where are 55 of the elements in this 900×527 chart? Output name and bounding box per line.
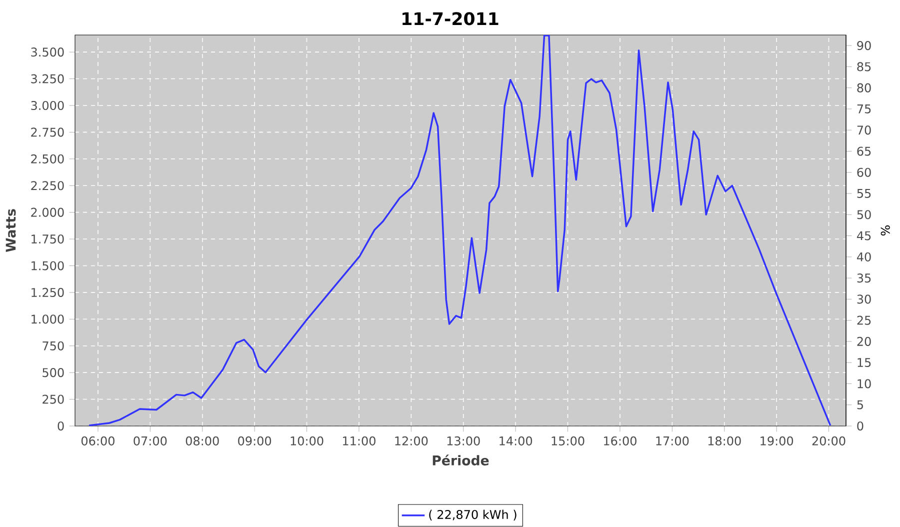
y2-tick-label: 75: [857, 104, 871, 114]
x-tick-label: 09:00: [238, 436, 272, 446]
y2-tick-label: 10: [858, 379, 871, 388]
x-tick-label: 12:00: [395, 436, 428, 446]
x-tick-label: 08:00: [186, 436, 219, 446]
y-tick-label: 0: [58, 422, 64, 431]
x-tick-label: 13:00: [447, 436, 480, 446]
y-tick-label: 2.500: [31, 154, 64, 164]
y2-tick-label: 5: [857, 400, 863, 410]
y2-tick-label: 25: [857, 316, 871, 326]
y2-tick-label: 65: [857, 146, 871, 156]
y2-tick-label: 50: [857, 210, 871, 220]
y-tick-label: 3.250: [31, 74, 64, 84]
y-tick-label: 3.000: [31, 101, 64, 110]
x-axis-title: Période: [432, 454, 489, 466]
y2-tick-label: 80: [857, 84, 871, 93]
y2-tick-label: 85: [857, 62, 871, 72]
y2-tick-label: 55: [857, 189, 871, 198]
y-tick-label: 1.000: [32, 314, 64, 324]
y2-tick-label: 70: [857, 126, 871, 135]
y-axis-title: Watts: [6, 209, 16, 252]
x-tick-label: 07:00: [134, 436, 167, 446]
y-tick-label: 2.000: [31, 208, 64, 218]
x-tick-label: 18:00: [708, 436, 741, 446]
y2-tick-label: 45: [856, 232, 871, 240]
y-tick-label: 2.250: [31, 181, 64, 190]
y-tick-label: 1.500: [32, 261, 64, 271]
x-tick-label: 15:00: [552, 436, 584, 446]
legend-label: ( 22,870 kWh ): [429, 510, 516, 521]
y-tick-label: 250: [42, 394, 64, 404]
y-tick-label: 2.750: [31, 128, 64, 137]
y-tick-label: 3.500: [31, 48, 64, 57]
x-tick-label: 19:00: [760, 436, 794, 446]
line-series: [88, 35, 832, 426]
y2-tick-label: 90: [857, 41, 871, 50]
x-tick-label: 14:00: [500, 436, 532, 446]
y-tick-label: 750: [42, 342, 64, 351]
y2-tick-label: 40: [856, 252, 871, 262]
y2-axis-title: %: [880, 226, 890, 236]
y2-tick-label: 60: [857, 168, 871, 178]
x-tick-label: 17:00: [656, 436, 689, 446]
x-tick-label: 10:00: [290, 436, 324, 446]
chart-title: 11-7-2011: [402, 12, 498, 26]
y2-tick-label: 15: [858, 358, 871, 368]
y2-tick-label: 0: [857, 422, 864, 431]
y-tick-label: 1.750: [32, 234, 64, 244]
y2-tick-label: 35: [857, 274, 871, 283]
y-tick-label: 1.250: [32, 288, 64, 298]
y2-tick-label: 20: [857, 337, 871, 346]
y2-tick-label: 30: [857, 294, 871, 304]
x-tick-label: 06:00: [81, 436, 114, 446]
x-tick-label: 11:00: [343, 436, 376, 446]
x-tick-label: 20:00: [812, 436, 846, 446]
x-tick-label: 16:00: [604, 436, 636, 446]
y-tick-label: 500: [42, 368, 64, 378]
